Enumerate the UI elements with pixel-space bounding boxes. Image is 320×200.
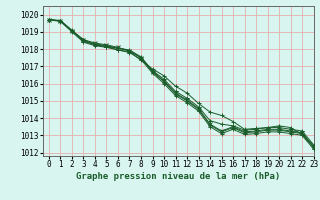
X-axis label: Graphe pression niveau de la mer (hPa): Graphe pression niveau de la mer (hPa): [76, 172, 281, 181]
